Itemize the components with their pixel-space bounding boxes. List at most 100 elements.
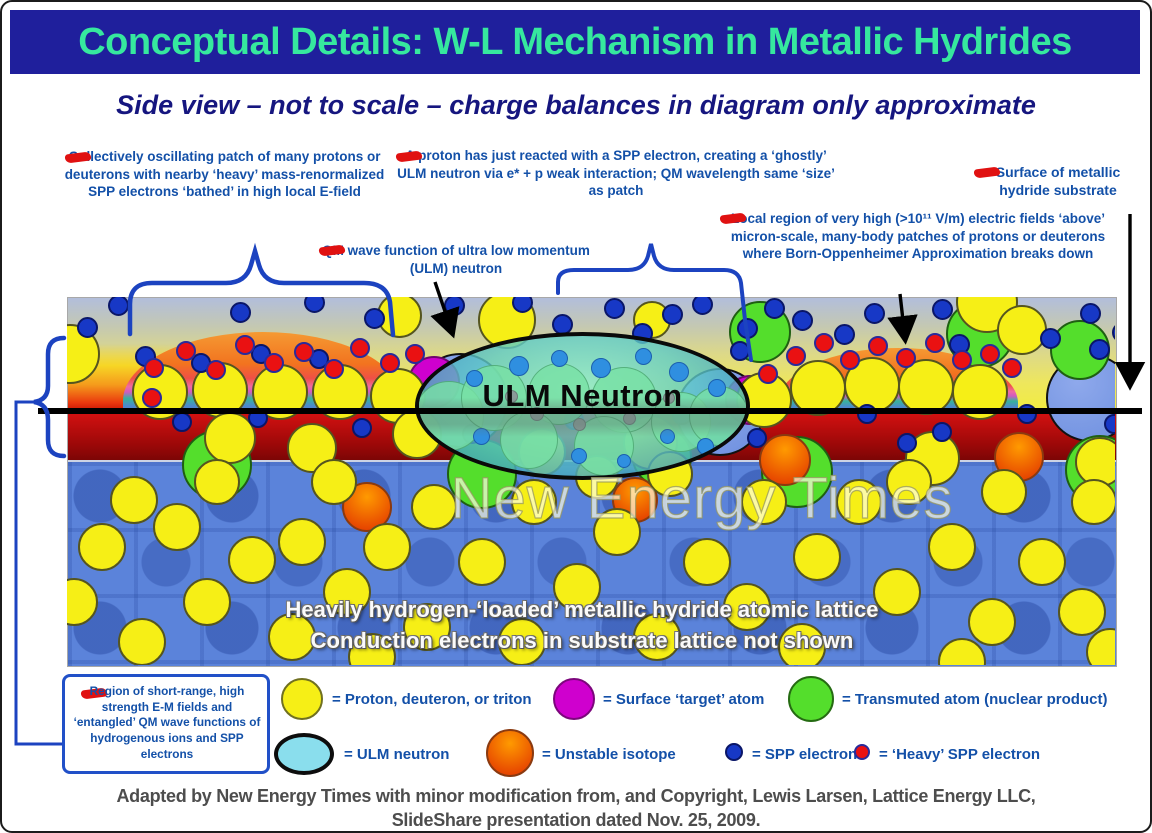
proton-circle (403, 603, 451, 651)
spp-electron-dot (833, 323, 855, 345)
proton-circle (593, 508, 641, 556)
ulm-inner-dot (472, 427, 490, 445)
region-box: Region of short-range, high strength E-M… (62, 674, 270, 774)
brace-region-vertical (33, 335, 67, 459)
heavy-spp-electron-dot (350, 338, 370, 358)
lattice-caption-line1: Heavily hydrogen-‘loaded’ metallic hydri… (285, 597, 879, 622)
heavy-spp-electron-dot (294, 342, 314, 362)
proton-circle (873, 568, 921, 616)
lattice-caption: Heavily hydrogen-‘loaded’ metallic hydri… (182, 594, 982, 656)
heavy-spp-electron-dot (758, 364, 778, 384)
legend-label-heavy-spp: = ‘Heavy’ SPP electron (879, 746, 1041, 763)
spp-electron-dot (172, 412, 192, 432)
ulm-inner-dot (634, 347, 652, 365)
heavy-spp-electron-dot (925, 333, 945, 353)
proton-circle (498, 618, 546, 665)
proton-circle (348, 633, 396, 665)
heavy-spp-electron-dot (235, 335, 255, 355)
proton-circle (553, 563, 601, 611)
ulm-inner-circle (500, 411, 558, 469)
spp-electron-dot (1017, 404, 1037, 424)
spp-electron-dot (603, 297, 625, 319)
proton-circle (311, 459, 357, 505)
proton-circle (981, 469, 1027, 515)
proton-circle (952, 364, 1008, 420)
legend-label-transmuted: = Transmuted atom (nuclear product) (842, 691, 1108, 708)
ulm-neutron-label: ULM Neutron (482, 378, 683, 413)
proton-circle (778, 623, 826, 665)
spp-electron-dot (1039, 327, 1061, 349)
legend-label-target-atom: = Surface ‘target’ atom (603, 691, 765, 708)
proton-circle (110, 476, 158, 524)
heavy-spp-electron-dot (324, 359, 344, 379)
annotation-proton-reacted: A proton has just reacted with a SPP ele… (395, 148, 835, 199)
proton-circle (1058, 588, 1106, 636)
proton-circle (836, 479, 882, 525)
spp-electron-dot (1104, 414, 1115, 434)
proton-circle (886, 459, 932, 505)
proton-circle (741, 479, 787, 525)
spp-electron-dot (511, 297, 533, 313)
heavy-spp-electron-dot (786, 346, 806, 366)
proton-circle (793, 533, 841, 581)
proton-circle (268, 613, 316, 661)
proton-circle (118, 618, 166, 665)
annotation-qm-wave: QM wave function of ultra low momentum (… (305, 242, 607, 277)
spp-electron-dot (791, 309, 813, 331)
proton-circle (968, 598, 1016, 646)
spp-electron-dot (932, 422, 952, 442)
legend-swatch-proton (281, 678, 323, 720)
proton-circle (204, 412, 256, 464)
ulm-inner-dot (659, 428, 675, 444)
proton-circle (458, 538, 506, 586)
proton-circle (183, 578, 231, 626)
proton-circle (723, 583, 771, 631)
spp-electron-dot (1088, 338, 1110, 360)
proton-circle (997, 305, 1047, 355)
proton-circle (153, 503, 201, 551)
region-box-connector (14, 400, 62, 746)
copyright-footer: Adapted by New Energy Times with minor m… (2, 784, 1150, 831)
proton-circle (228, 536, 276, 584)
heavy-spp-electron-dot (896, 348, 916, 368)
annotation-local-region: Local region of very high (>10¹¹ V/m) el… (712, 210, 1124, 263)
annotation-surface: Surface of metallic hydride substrate (970, 163, 1146, 199)
ulm-inner-dot (550, 349, 568, 367)
page-title: Conceptual Details: W-L Mechanism in Met… (78, 20, 1072, 63)
ulm-inner-dot (509, 356, 529, 376)
spp-electron-dot (661, 303, 683, 325)
proton-circle (78, 523, 126, 571)
copyright-line1: Adapted by New Energy Times with minor m… (116, 786, 1036, 806)
spp-electron-dot (303, 297, 325, 313)
ulm-inner-dot (572, 417, 586, 431)
watermark: New Energy Times (450, 465, 954, 531)
annotation-patch: Collectively oscillating patch of many p… (64, 149, 385, 200)
proton-circle (1071, 479, 1115, 525)
spp-electron-dot (1079, 302, 1101, 324)
spp-electron-dot (747, 428, 767, 448)
spp-electron-dot (691, 297, 713, 315)
spp-electron-dot (857, 404, 877, 424)
legend-label-proton: = Proton, deuteron, or triton (332, 691, 532, 708)
heavy-spp-electron-dot (206, 360, 226, 380)
heavy-spp-electron-dot (380, 353, 400, 373)
ulm-inner-dot (696, 437, 714, 455)
spp-electron-dot (107, 297, 129, 316)
spp-electron-dot (763, 297, 785, 319)
spp-electron-dot (931, 298, 953, 320)
heavy-spp-electron-dot (868, 336, 888, 356)
proton-circle (511, 479, 557, 525)
proton-circle (928, 523, 976, 571)
proton-circle (278, 518, 326, 566)
spp-electron-dot (248, 408, 268, 428)
spp-electron-dot (352, 418, 372, 438)
heavy-spp-electron-dot (142, 388, 162, 408)
heavy-spp-electron-dot (144, 358, 164, 378)
legend-swatch-unstable (486, 729, 534, 777)
proton-circle (194, 459, 240, 505)
legend-swatch-heavy-spp (854, 744, 870, 760)
unstable-isotope-circle (759, 434, 811, 486)
subtitle: Side view – not to scale – charge balanc… (116, 90, 1036, 120)
legend-label-spp: = SPP electron (752, 746, 858, 763)
proton-circle (633, 613, 681, 661)
